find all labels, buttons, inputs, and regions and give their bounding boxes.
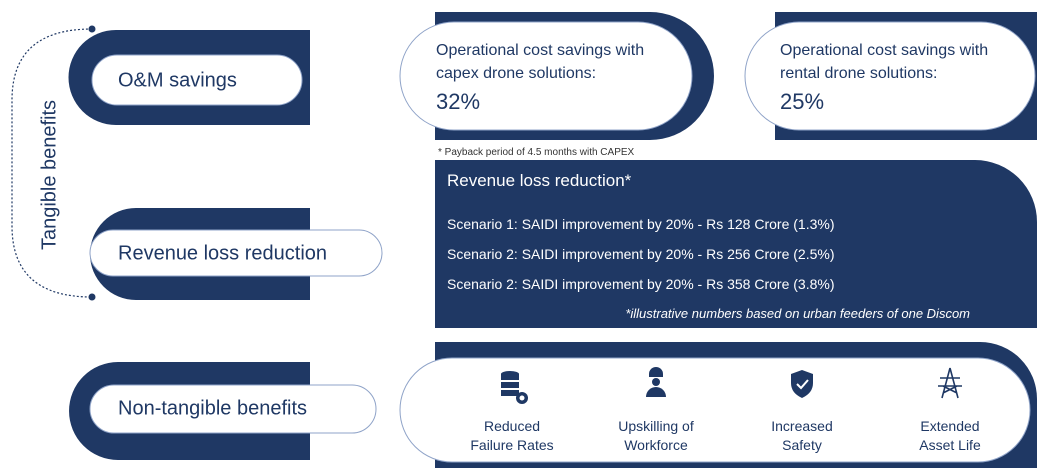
icon xyxy=(791,370,813,398)
card-text: Operational cost savings with xyxy=(780,42,988,59)
side-label: Tangible benefits xyxy=(38,100,60,250)
item-label: Safety xyxy=(782,437,822,453)
card-text: Operational cost savings with xyxy=(436,42,644,59)
item-label: Failure Rates xyxy=(470,437,553,453)
row-pill xyxy=(91,54,303,106)
item-label: Upskilling of xyxy=(618,418,694,434)
row-label: Revenue loss reduction xyxy=(118,242,327,264)
card xyxy=(744,21,1036,131)
revenue-title: Revenue loss reduction* xyxy=(447,171,632,190)
bracket-dot xyxy=(88,25,96,33)
item-label: Asset Life xyxy=(919,437,981,453)
item-label: Workforce xyxy=(624,437,688,453)
revenue-note: *illustrative numbers based on urban fee… xyxy=(625,306,970,321)
bracket-dot xyxy=(88,293,96,301)
scenario: Scenario 2: SAIDI improvement by 20% - R… xyxy=(447,246,835,262)
card xyxy=(399,21,693,131)
nt-pill xyxy=(399,357,1031,463)
footnote: * Payback period of 4.5 months with CAPE… xyxy=(438,147,635,158)
card-value: 32% xyxy=(436,89,480,114)
icon xyxy=(938,367,962,399)
card-text: capex drone solutions: xyxy=(436,65,596,82)
card-value: 25% xyxy=(780,89,824,114)
revenue-panel xyxy=(435,160,1037,328)
icon xyxy=(501,371,528,404)
row-pill xyxy=(89,384,377,434)
card-text: rental drone solutions: xyxy=(780,65,937,82)
row-label: Non-tangible benefits xyxy=(118,397,307,419)
scenario: Scenario 1: SAIDI improvement by 20% - R… xyxy=(447,216,835,232)
icon xyxy=(646,367,666,397)
bracket xyxy=(11,28,93,298)
row-pill xyxy=(89,229,383,277)
item-label: Reduced xyxy=(484,418,540,434)
item-label: Extended xyxy=(920,418,979,434)
scenario: Scenario 2: SAIDI improvement by 20% - R… xyxy=(447,276,835,292)
row-label: O&M savings xyxy=(118,69,237,91)
item-label: Increased xyxy=(771,418,832,434)
